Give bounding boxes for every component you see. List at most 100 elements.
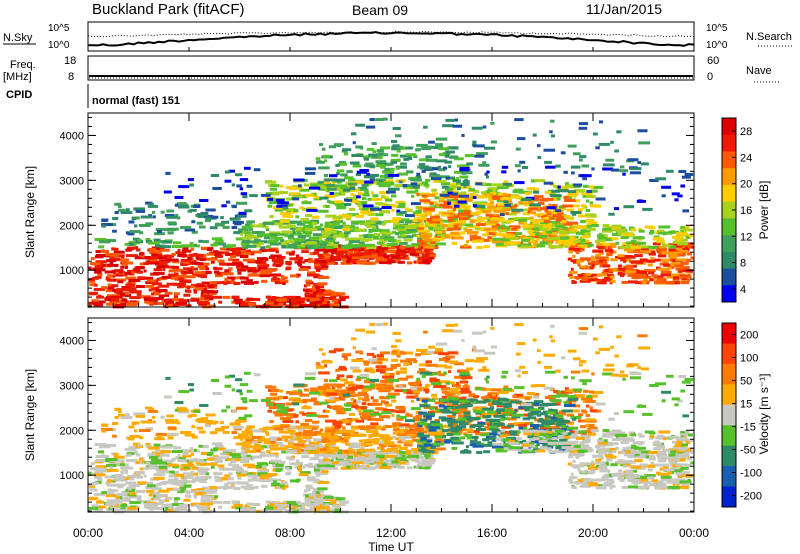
velocity-cell bbox=[90, 462, 95, 466]
velocity-cell bbox=[205, 472, 210, 476]
velocity-cell bbox=[158, 489, 170, 493]
power-cell bbox=[118, 205, 122, 208]
velocity-cell bbox=[428, 432, 436, 435]
velocity-cell bbox=[295, 420, 300, 424]
power-cell bbox=[482, 217, 491, 220]
power-cell bbox=[505, 184, 510, 188]
power-cell bbox=[533, 190, 540, 194]
power-cell bbox=[569, 230, 580, 234]
velocity-cell bbox=[269, 447, 280, 451]
velocity-cell bbox=[227, 449, 237, 453]
power-cell bbox=[240, 280, 247, 284]
power-cell bbox=[351, 154, 364, 157]
power-cell bbox=[377, 241, 382, 245]
power-cell bbox=[300, 240, 308, 243]
power-cell bbox=[638, 141, 650, 145]
velocity-cell bbox=[152, 420, 156, 424]
power-cell bbox=[563, 195, 569, 199]
power-cell bbox=[349, 247, 356, 251]
velocity-cell bbox=[268, 438, 279, 442]
power-cell bbox=[424, 249, 431, 253]
power-cell bbox=[337, 162, 348, 166]
power-cell bbox=[176, 202, 187, 206]
velocity-cell bbox=[379, 436, 387, 440]
power-cell bbox=[317, 253, 324, 257]
power-cell bbox=[392, 230, 397, 234]
power-cell bbox=[369, 118, 375, 121]
power-cell bbox=[154, 292, 161, 296]
power-cell bbox=[529, 237, 535, 241]
power-cell bbox=[477, 216, 485, 220]
velocity-cell bbox=[119, 498, 130, 502]
power-cell bbox=[252, 250, 262, 254]
power-cell bbox=[116, 288, 128, 292]
velocity-cell bbox=[107, 468, 119, 472]
power-cell bbox=[534, 245, 539, 249]
velocity-cell bbox=[242, 463, 255, 467]
power-cell bbox=[184, 279, 192, 283]
power-cell bbox=[193, 290, 197, 294]
velocity-cell bbox=[194, 476, 206, 480]
power-cell bbox=[447, 223, 453, 227]
power-cell bbox=[486, 209, 492, 213]
velocity-cell bbox=[196, 488, 205, 492]
power-cell bbox=[459, 231, 466, 235]
power-cell bbox=[136, 292, 142, 296]
power-cell bbox=[429, 172, 437, 176]
power-cell bbox=[569, 275, 574, 279]
power-cell bbox=[501, 170, 507, 174]
velocity-cell bbox=[308, 499, 320, 503]
velocity-cell bbox=[325, 410, 330, 413]
power-cell bbox=[499, 207, 503, 211]
velocity-cell bbox=[227, 481, 236, 485]
power-cell bbox=[559, 233, 568, 237]
velocity-cell bbox=[286, 415, 294, 419]
power-cell bbox=[594, 256, 606, 260]
power-cell bbox=[442, 166, 448, 170]
power-cell bbox=[151, 253, 163, 257]
velocity-cell bbox=[290, 479, 298, 483]
power-cell bbox=[197, 265, 202, 268]
power-cell bbox=[539, 241, 548, 245]
velocity-cell bbox=[584, 430, 592, 434]
velocity-cell bbox=[322, 409, 328, 413]
velocity-cell bbox=[312, 494, 316, 498]
power-cell bbox=[252, 231, 263, 234]
velocity-cell bbox=[255, 509, 262, 513]
power-cell bbox=[577, 273, 584, 277]
power-cell bbox=[306, 238, 319, 242]
velocity-cell bbox=[591, 394, 598, 398]
power-cell bbox=[568, 204, 580, 208]
power-cell bbox=[471, 126, 483, 130]
velocity-cell bbox=[304, 497, 310, 501]
power-cell bbox=[364, 190, 369, 194]
power-cell bbox=[300, 217, 309, 221]
power-cell bbox=[576, 231, 585, 235]
power-cell bbox=[585, 209, 591, 212]
power-cell bbox=[274, 236, 283, 240]
velocity-cell bbox=[141, 481, 153, 485]
power-cell bbox=[358, 234, 364, 238]
power-cell bbox=[441, 213, 451, 217]
power-cell bbox=[198, 302, 208, 306]
velocity-cell bbox=[316, 432, 327, 436]
velocity-cell bbox=[222, 430, 230, 434]
power-cell bbox=[109, 284, 119, 288]
power-cell bbox=[89, 291, 98, 295]
velocity-cell bbox=[201, 469, 206, 472]
velocity-cell bbox=[109, 489, 119, 493]
velocity-cell bbox=[294, 505, 304, 509]
power-cell bbox=[256, 257, 268, 261]
power-cell bbox=[514, 181, 525, 185]
power-cell bbox=[310, 183, 323, 187]
power-cell bbox=[294, 300, 304, 304]
velocity-cell bbox=[348, 434, 360, 438]
power-cell bbox=[690, 245, 694, 249]
power-cell bbox=[352, 226, 359, 230]
power-cell bbox=[357, 204, 362, 208]
power-cell bbox=[308, 260, 318, 264]
power-cell bbox=[472, 196, 477, 199]
velocity-cell bbox=[344, 455, 353, 459]
power-cell bbox=[522, 238, 530, 242]
power-cell bbox=[661, 194, 666, 198]
